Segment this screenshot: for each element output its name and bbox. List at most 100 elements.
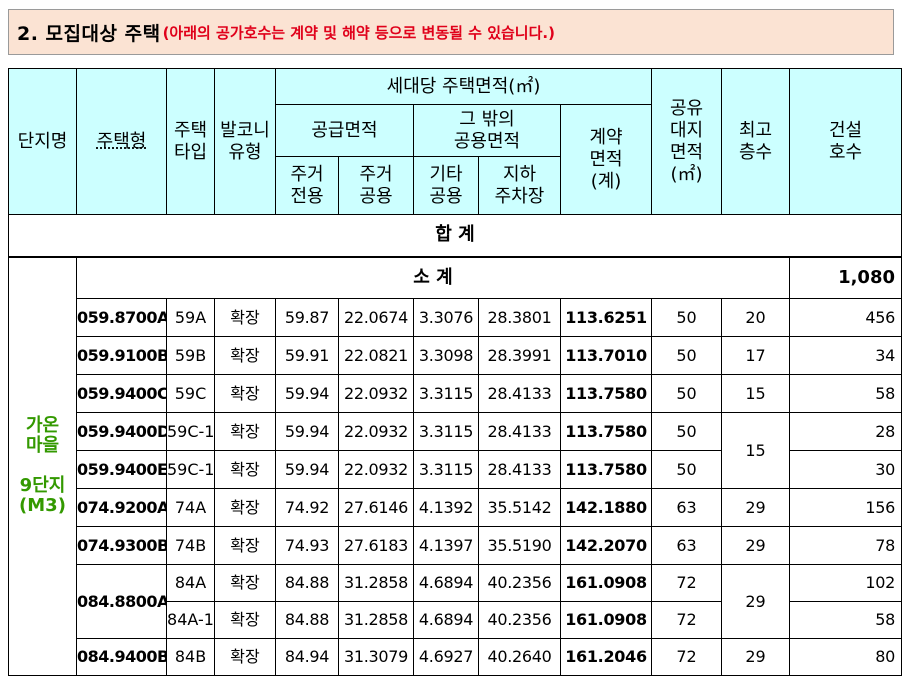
contract-area: 113.7580 [560,450,652,489]
other-common-area: 4.6927 [413,638,479,676]
max-floors: 17 [721,336,790,375]
grand-total-row: 합 계 [8,214,902,258]
contract-area: 113.7580 [560,374,652,413]
header-residential-common: 주거 공용 [338,156,414,215]
unit-count: 456 [789,298,902,337]
grand-total-label: 합 계 [8,214,902,258]
housing-type: 59C [166,374,215,413]
land-area: 63 [651,488,722,527]
other-common-area: 4.6894 [413,564,479,602]
exclusive-area: 59.94 [275,412,339,451]
subtotal-label: 소 계 [76,256,790,299]
contract-area: 161.0908 [560,564,652,602]
subtotal-row: 가온 마을 9단지 (M3) 소 계 1,080 [8,256,902,676]
unit-count: 34 [789,336,902,375]
exclusive-area: 84.88 [275,601,339,639]
header-contract-area: 계약 면적 (계) [560,104,652,215]
parking-area: 28.3801 [478,298,561,337]
unit-count: 58 [789,601,902,639]
residential-common-area: 31.2858 [338,601,414,639]
table-row: 074.9300B 74B 확장 74.93 27.6183 4.1397 35… [9,526,902,565]
land-area: 50 [651,336,722,375]
section-title: 2. 모집대상 주택 [17,22,161,45]
parking-area: 35.5190 [478,526,561,565]
housing-code: 059.9400E [76,450,167,489]
unit-count: 28 [789,412,902,451]
table-row: 074.9200A 74A 확장 74.92 27.6146 4.1392 35… [9,488,902,527]
exclusive-area: 59.91 [275,336,339,375]
header-housing-type: 주택형 [76,68,167,215]
unit-count: 102 [789,564,902,602]
balcony-type: 확장 [214,488,276,527]
parking-area: 35.5142 [478,488,561,527]
header-row-1: 단지명 주택형 주택 타입 발코니 유형 세대당 주택면적(㎡) 공유 대지 면적 (㎡)… [8,68,902,215]
other-common-area: 4.6894 [413,601,479,639]
max-floors: 15 [721,374,790,413]
table-row: 059.8700A 59A 확장 59.87 22.0674 3.3076 28… [9,298,902,337]
subtotal-units: 1,080 [789,256,902,299]
contract-area: 161.0908 [560,601,652,639]
parking-area: 40.2640 [478,638,561,676]
header-row-3: 주거 전용 주거 공용 기타 공용 지하 주차장 [9,156,902,215]
housing-code: 074.9300B [76,526,167,565]
exclusive-area: 84.88 [275,564,339,602]
header-row-2: 공급면적 그 밖의 공용면적 계약 면적 (계) [9,104,902,215]
table-row: 059.9400D 59C-1 확장 59.94 22.0932 3.3115 … [9,412,902,489]
housing-code: 084.8800A [76,564,167,639]
housing-code: 059.9400D [76,412,167,451]
parking-area: 40.2356 [478,601,561,639]
section-title-banner: 2. 모집대상 주택 (아래의 공가호수는 계약 및 해약 등으로 변동될 수 … [8,9,894,55]
contract-area: 142.2070 [560,526,652,565]
header-balcony: 발코니 유형 [214,68,276,215]
housing-type: 84A [166,564,215,602]
max-floors: 15 [721,412,790,489]
housing-type: 84B [166,638,215,676]
contract-area: 113.6251 [560,298,652,337]
table-row: 084.9400B 84B 확장 84.94 31.3079 4.6927 40… [9,638,902,676]
header-area-group: 세대당 주택면적(㎡) [275,68,652,105]
parking-area: 28.4133 [478,412,561,451]
other-common-area: 3.3115 [413,374,479,413]
header-type: 주택 타입 [166,68,215,215]
housing-type: 74B [166,526,215,565]
contract-area: 161.2046 [560,638,652,676]
max-floors: 29 [721,638,790,676]
land-area: 72 [651,564,722,602]
land-area: 50 [651,450,722,489]
header-supply-area: 공급면적 [275,104,414,157]
max-floors: 20 [721,298,790,337]
housing-type: 59C-1 [166,412,215,451]
table-row: 059.9400E 59C-1 확장 59.94 22.0932 3.3115 … [9,450,902,489]
contract-area: 113.7010 [560,336,652,375]
max-floors: 29 [721,488,790,527]
balcony-type: 확장 [214,412,276,451]
header-floors: 최고 층수 [721,68,790,215]
housing-type: 59A [166,298,215,337]
balcony-type: 확장 [214,526,276,565]
table-row: 084.8800A 84A 확장 84.88 31.2858 4.6894 40… [9,564,902,639]
residential-common-area: 27.6146 [338,488,414,527]
land-area: 72 [651,638,722,676]
balcony-type: 확장 [214,336,276,375]
housing-table: 단지명 주택형 주택 타입 발코니 유형 세대당 주택면적(㎡) 공유 대지 면적 (㎡)… [8,68,902,676]
unit-count: 80 [789,638,902,676]
unit-count: 156 [789,488,902,527]
exclusive-area: 84.94 [275,638,339,676]
land-area: 50 [651,412,722,451]
balcony-type: 확장 [214,564,276,602]
land-area: 72 [651,601,722,639]
other-common-area: 3.3115 [413,412,479,451]
contract-area: 113.7580 [560,412,652,451]
balcony-type: 확장 [214,374,276,413]
housing-code: 059.8700A [76,298,167,337]
header-residential-exclusive: 주거 전용 [275,156,339,215]
land-area: 50 [651,374,722,413]
parking-area: 28.4133 [478,450,561,489]
header-other-common-sub: 기타 공용 [413,156,479,215]
housing-type: 59C-1 [166,450,215,489]
residential-common-area: 22.0932 [338,412,414,451]
unit-count: 30 [789,450,902,489]
other-common-area: 4.1397 [413,526,479,565]
residential-common-area: 22.0932 [338,374,414,413]
parking-area: 28.4133 [478,374,561,413]
